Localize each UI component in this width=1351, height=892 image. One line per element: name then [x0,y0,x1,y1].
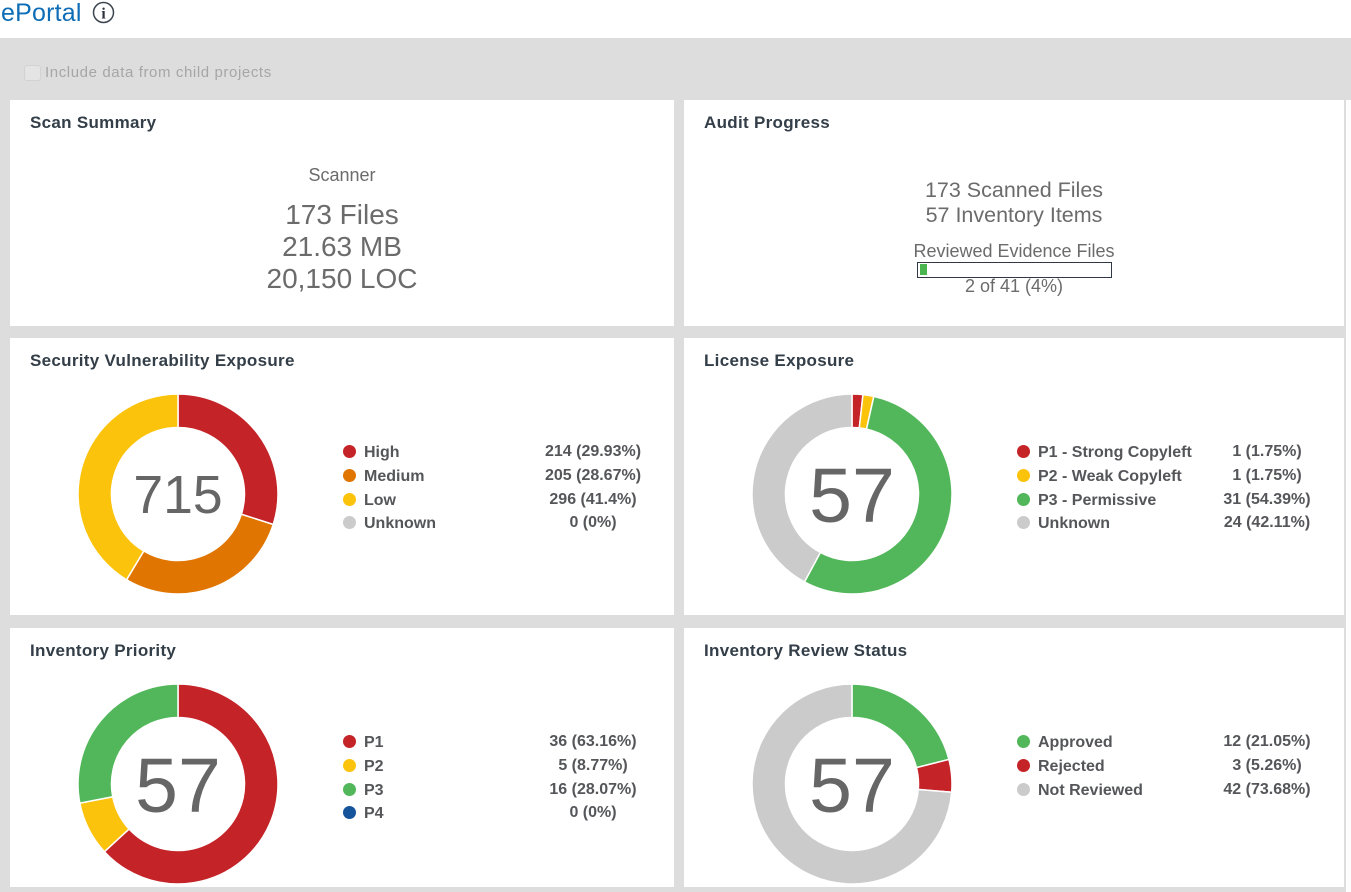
svg-text:i: i [101,5,106,22]
